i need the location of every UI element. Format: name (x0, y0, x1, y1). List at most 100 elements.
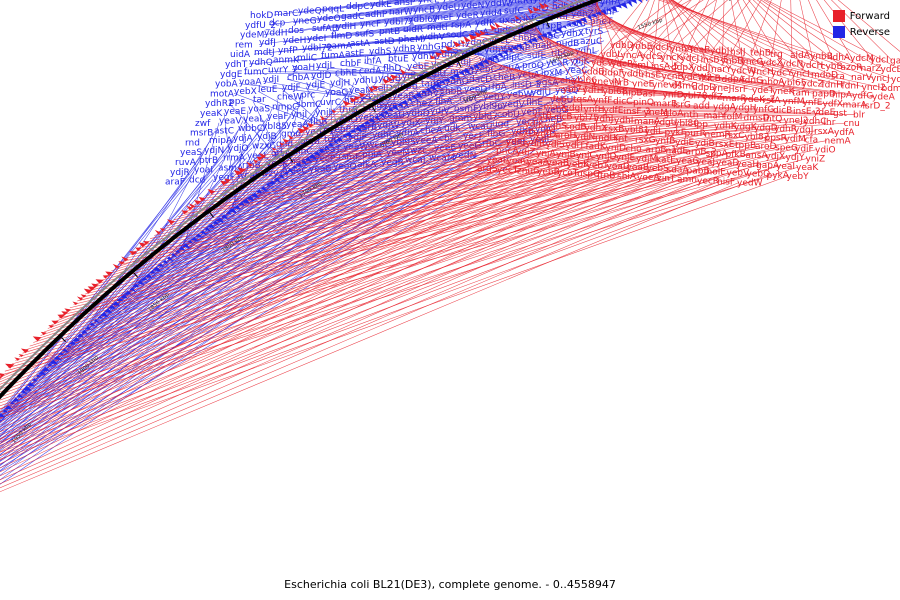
connector-line (0, 166, 799, 419)
connector-line (548, 3, 804, 84)
gene-label: papD (812, 89, 836, 99)
connector-line (79, 140, 234, 338)
forward-feature (14, 357, 21, 361)
forward-feature (539, 2, 546, 9)
reverse-feature (292, 165, 298, 170)
gene-label: ydgK (734, 122, 758, 132)
gene-label: rsxG (635, 136, 656, 146)
connector-line (502, 23, 675, 86)
gene-label: yebQ (747, 170, 771, 180)
forward-feature (220, 180, 229, 186)
connector-line (306, 107, 566, 128)
connector-line (314, 114, 856, 123)
gene-label: ydhR (774, 125, 797, 135)
gene-label: ydhJ (594, 115, 613, 125)
gene-label: ddpX (671, 63, 694, 73)
gene-label: cfa (805, 136, 819, 146)
connector-line (11, 154, 748, 365)
gene-label: yddG (509, 0, 533, 7)
reverse-feature (279, 174, 286, 180)
gene-label: hokD (250, 11, 273, 21)
reverse-feature (462, 68, 471, 75)
reverse-feature (220, 214, 229, 220)
reverse-feature (374, 115, 381, 122)
gene-label: ynfD (663, 91, 684, 101)
forward-feature (167, 219, 176, 225)
connector-line (92, 139, 638, 288)
gene-label: ruvC (459, 95, 480, 105)
connector-line (230, 118, 597, 179)
connector-line (0, 160, 315, 437)
gene-label: ynfE (803, 98, 823, 108)
forward-feature (372, 85, 379, 90)
connector-line (33, 148, 628, 343)
connector-line (115, 132, 518, 268)
gene-label: yedW (737, 179, 763, 189)
connector-line (666, 0, 854, 78)
gene-label: flhE (526, 98, 543, 108)
gene-label: ydjK (570, 56, 591, 66)
forward-strand-connector-lines (0, 0, 900, 493)
gene-label: yoaG (325, 88, 348, 98)
connector-line (77, 143, 718, 302)
legend: Forward Reverse (832, 8, 890, 40)
gene-label: yebS (647, 164, 670, 174)
connector-line (297, 109, 606, 134)
gene-label: ydiO (815, 146, 836, 156)
connector-line (0, 150, 499, 378)
connector-line (199, 88, 489, 236)
forward-feature (342, 100, 351, 107)
connector-line (287, 0, 540, 33)
connector-line (668, 0, 714, 70)
reverse-feature (391, 105, 400, 111)
reverse-feature (49, 359, 58, 365)
gene-label: araF (165, 178, 185, 188)
reverse-feature (178, 246, 186, 251)
gene-label: ydfU_2 (245, 21, 276, 31)
forward-feature (307, 123, 315, 128)
reverse-feature (38, 370, 47, 376)
gene-label: cho (626, 144, 643, 154)
reverse-feature (26, 382, 35, 387)
gene-label: ydcN (781, 60, 804, 70)
gene-label: ydcW (731, 66, 756, 76)
gene-label: rnd (185, 138, 200, 148)
connector-line (389, 78, 845, 105)
backbone-shadow (0, 0, 586, 391)
reverse-feature (97, 315, 104, 319)
gene-label: nemA (825, 137, 852, 147)
gene-label: yecH (516, 117, 539, 127)
connector-line (623, 0, 633, 2)
reverse-feature (439, 80, 446, 85)
gene-label: yeaE (224, 107, 246, 117)
connector-line (0, 165, 267, 428)
connector-line (0, 173, 749, 453)
gene-label: sbmC (296, 100, 321, 110)
gene-label: aroD (755, 142, 777, 152)
reverse-feature (195, 233, 202, 238)
reverse-feature (20, 389, 28, 395)
connector-line (1, 158, 808, 376)
gene-label: ydjY (786, 153, 806, 163)
connector-line (125, 128, 263, 296)
reverse-feature (497, 52, 505, 59)
connector-line (311, 71, 475, 158)
gene-label: nth (684, 110, 699, 120)
connector-line (574, 0, 724, 80)
connector-line (671, 0, 794, 74)
connector-line (301, 64, 547, 165)
connector-line (118, 140, 827, 265)
gene-label: ydfG (852, 92, 873, 102)
connector-line (0, 165, 358, 462)
reverse-feature (166, 256, 174, 262)
forward-feature (435, 52, 443, 57)
gene-label: insA-5 (651, 62, 679, 72)
gene-label: osmC (672, 82, 697, 92)
gene-label: ydfH (583, 86, 604, 96)
gene-label: rspB (542, 22, 562, 32)
connector-line (99, 137, 598, 282)
reverse-feature (472, 63, 480, 70)
gene-label: rsxC (725, 131, 745, 141)
gene-label: ynbB (810, 52, 833, 62)
connector-line (80, 142, 698, 298)
